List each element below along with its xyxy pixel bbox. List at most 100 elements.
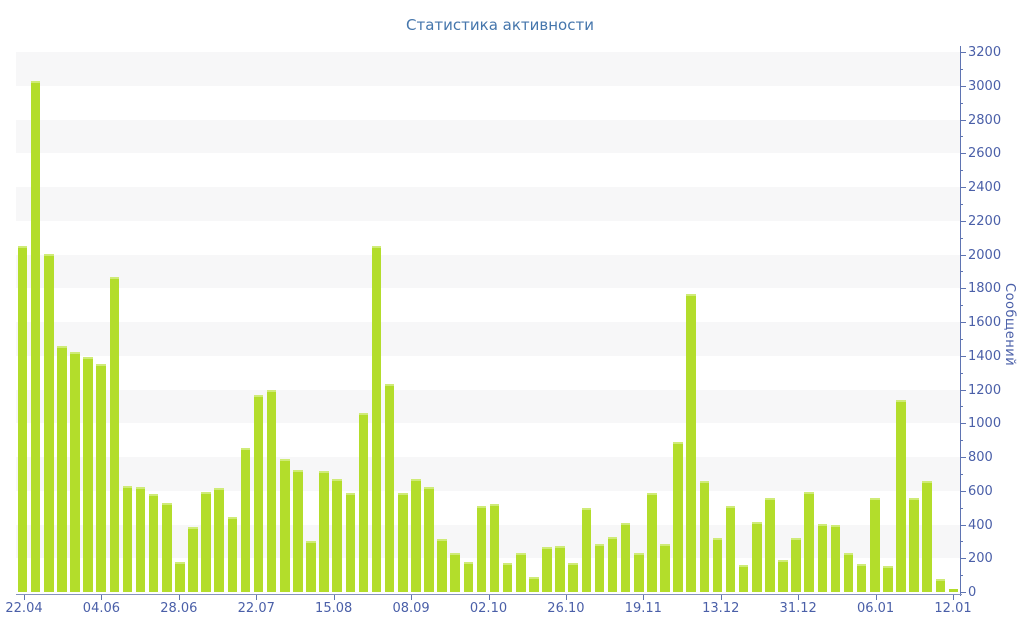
bar[interactable] bbox=[673, 441, 683, 592]
y-tick-label: 400 bbox=[968, 517, 993, 533]
bar[interactable] bbox=[791, 538, 801, 592]
y-tick-label: 2000 bbox=[968, 247, 1002, 263]
bar[interactable] bbox=[319, 470, 329, 592]
bar[interactable] bbox=[870, 497, 880, 592]
bar[interactable] bbox=[332, 478, 342, 592]
y-major-tick bbox=[960, 52, 966, 53]
bar[interactable] bbox=[686, 294, 696, 592]
x-tick-label: 08.09 bbox=[392, 601, 430, 616]
bar[interactable] bbox=[214, 488, 224, 592]
grid-band bbox=[16, 119, 960, 154]
bar[interactable] bbox=[817, 523, 828, 592]
bar[interactable] bbox=[935, 579, 946, 592]
y-tick-label: 1800 bbox=[968, 281, 1002, 297]
bar[interactable] bbox=[437, 538, 447, 592]
y-major-tick bbox=[960, 389, 966, 391]
bar[interactable] bbox=[148, 494, 159, 592]
bar[interactable] bbox=[411, 478, 421, 592]
bar[interactable] bbox=[778, 559, 788, 592]
x-tick-label: 26.10 bbox=[547, 601, 585, 616]
bar[interactable] bbox=[725, 505, 736, 592]
bar[interactable] bbox=[502, 563, 513, 592]
bar[interactable] bbox=[70, 352, 80, 592]
bar[interactable] bbox=[529, 576, 539, 592]
bar[interactable] bbox=[738, 565, 749, 592]
bar[interactable] bbox=[398, 493, 408, 592]
y-minor-tick bbox=[960, 102, 963, 104]
x-tick-label: 31.12 bbox=[779, 601, 817, 616]
bar[interactable] bbox=[201, 491, 211, 592]
bar[interactable] bbox=[30, 80, 41, 592]
y-major-tick bbox=[960, 220, 966, 222]
bar[interactable] bbox=[306, 541, 316, 592]
grid-band bbox=[16, 457, 960, 491]
y-major-tick bbox=[960, 592, 966, 593]
bar[interactable] bbox=[856, 564, 867, 592]
bar[interactable] bbox=[371, 246, 382, 592]
x-tick-label: 12.01 bbox=[934, 601, 972, 616]
bar[interactable] bbox=[581, 507, 592, 592]
bar[interactable] bbox=[489, 504, 500, 592]
bar[interactable] bbox=[647, 493, 657, 592]
bar[interactable] bbox=[253, 394, 264, 592]
bar[interactable] bbox=[227, 516, 238, 592]
x-tick-label: 04.06 bbox=[82, 601, 121, 616]
bar[interactable] bbox=[516, 553, 526, 592]
bar[interactable] bbox=[175, 561, 185, 592]
bar[interactable] bbox=[699, 481, 710, 592]
bar[interactable] bbox=[293, 469, 303, 592]
bar[interactable] bbox=[424, 486, 434, 592]
plot-area bbox=[16, 52, 960, 592]
x-tick bbox=[256, 595, 258, 600]
y-major-tick bbox=[960, 423, 966, 425]
bar[interactable] bbox=[122, 485, 133, 592]
bar[interactable] bbox=[188, 527, 198, 592]
bar[interactable] bbox=[568, 563, 578, 592]
bar[interactable] bbox=[109, 277, 120, 592]
y-tick-label: 800 bbox=[968, 450, 993, 465]
bar[interactable] bbox=[555, 545, 565, 592]
bar[interactable] bbox=[83, 356, 93, 592]
bar[interactable] bbox=[896, 399, 906, 592]
grid-band bbox=[16, 52, 960, 86]
y-minor-tick bbox=[960, 440, 963, 442]
x-tick bbox=[488, 595, 490, 600]
bar[interactable] bbox=[883, 565, 893, 592]
x-tick bbox=[24, 595, 25, 600]
bar[interactable] bbox=[830, 525, 841, 592]
bar[interactable] bbox=[57, 345, 67, 592]
bar[interactable] bbox=[463, 562, 474, 592]
bar[interactable] bbox=[620, 522, 631, 592]
bar[interactable] bbox=[280, 458, 290, 592]
x-tick bbox=[178, 595, 180, 600]
bar[interactable] bbox=[948, 589, 959, 592]
y-minor-tick bbox=[960, 507, 963, 509]
bar[interactable] bbox=[660, 543, 670, 592]
bar[interactable] bbox=[752, 521, 762, 592]
bar[interactable] bbox=[804, 491, 814, 592]
x-tick-label: 13.12 bbox=[702, 601, 740, 616]
bar[interactable] bbox=[162, 502, 172, 592]
bar[interactable] bbox=[765, 497, 775, 592]
bar[interactable] bbox=[476, 505, 487, 592]
bar[interactable] bbox=[96, 364, 106, 592]
bar[interactable] bbox=[607, 537, 618, 592]
bar[interactable] bbox=[634, 553, 644, 592]
bar[interactable] bbox=[922, 481, 932, 592]
bar[interactable] bbox=[135, 487, 146, 592]
bar[interactable] bbox=[594, 543, 605, 592]
y-minor-tick bbox=[960, 68, 963, 70]
bar[interactable] bbox=[44, 253, 54, 592]
bar[interactable] bbox=[384, 383, 395, 592]
bar[interactable] bbox=[712, 538, 723, 592]
x-tick-label: 28.06 bbox=[160, 601, 198, 616]
bar[interactable] bbox=[266, 389, 277, 592]
bar[interactable] bbox=[450, 553, 460, 592]
bar[interactable] bbox=[843, 553, 854, 592]
bar[interactable] bbox=[542, 547, 552, 592]
bar[interactable] bbox=[358, 413, 369, 592]
bar[interactable] bbox=[17, 246, 28, 592]
bar[interactable] bbox=[345, 493, 356, 592]
bar[interactable] bbox=[240, 447, 251, 592]
bar[interactable] bbox=[909, 498, 919, 592]
